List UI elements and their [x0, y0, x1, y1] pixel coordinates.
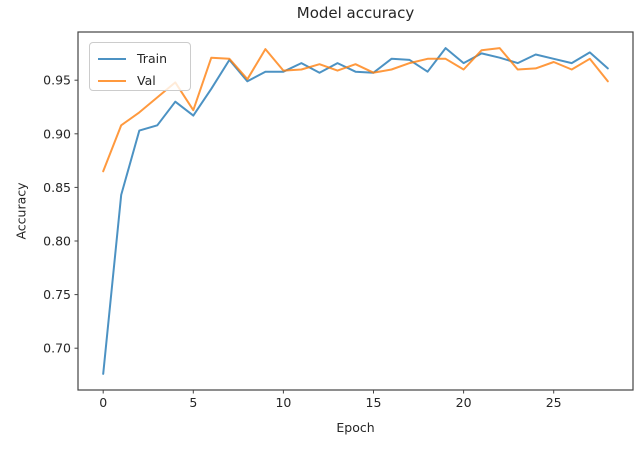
x-tick-label: 15	[366, 395, 382, 410]
x-tick-label: 25	[546, 395, 562, 410]
x-tick-label: 0	[99, 395, 107, 410]
train-line-swatch	[98, 58, 126, 60]
y-tick-label: 0.80	[43, 234, 71, 249]
plot-frame	[77, 31, 634, 391]
x-axis-label: Epoch	[336, 420, 375, 435]
x-tick-label: 5	[189, 395, 197, 410]
legend: Train Val	[89, 42, 191, 91]
chart-title: Model accuracy	[296, 4, 415, 22]
y-tick-label: 0.75	[43, 287, 71, 302]
legend-item-train: Train	[98, 48, 190, 70]
y-tick-label: 0.85	[43, 180, 71, 195]
legend-label-val: Val	[137, 72, 156, 88]
y-axis-label: Accuracy	[13, 182, 29, 240]
series-line-val	[102, 47, 609, 173]
y-tick-label: 0.95	[43, 73, 71, 88]
val-line-swatch	[98, 80, 126, 82]
y-tick-label: 0.90	[43, 126, 71, 141]
legend-item-val: Val	[98, 70, 190, 92]
y-tick-label: 0.70	[43, 341, 71, 356]
legend-label-train: Train	[137, 50, 167, 66]
x-tick-label: 20	[456, 395, 472, 410]
series-line-train	[102, 47, 609, 375]
x-tick-label: 10	[275, 395, 291, 410]
